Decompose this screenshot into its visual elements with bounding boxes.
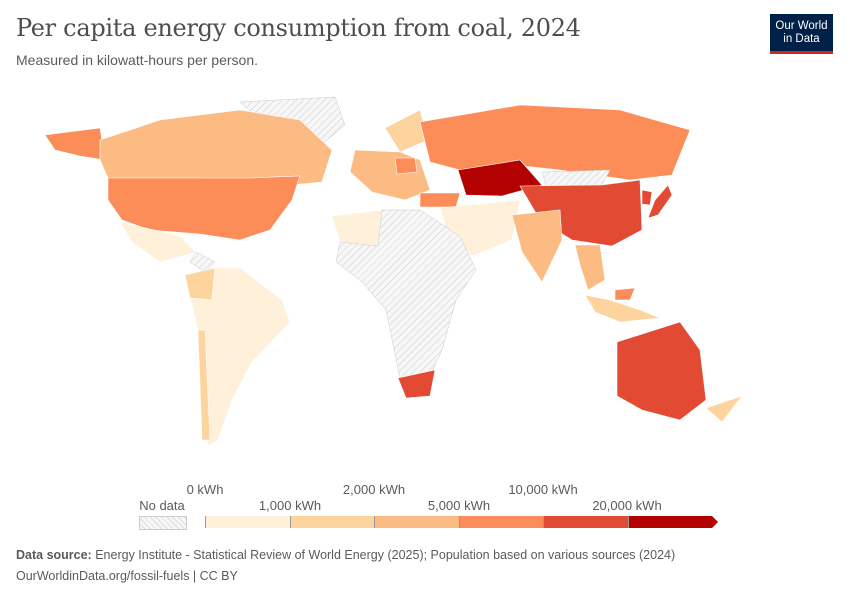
country-europe[interactable]: [349, 149, 431, 201]
legend-bin[interactable]: [205, 516, 290, 528]
legend-bin[interactable]: [289, 516, 374, 528]
legend-tick: 1,000 kWh: [258, 498, 322, 513]
world-map[interactable]: [0, 80, 850, 480]
country-new-zealand[interactable]: [705, 395, 743, 423]
footer-url[interactable]: OurWorldinData.org/fossil-fuels | CC BY: [16, 569, 238, 583]
country-africa[interactable]: [335, 209, 477, 379]
country-canada[interactable]: [99, 109, 333, 187]
country-south-america[interactable]: [189, 267, 291, 447]
country-south-africa[interactable]: [397, 369, 436, 399]
legend-bin[interactable]: [458, 516, 543, 528]
legend-tick: 5,000 kWh: [427, 498, 491, 513]
legend-tick: 10,000 kWh: [508, 482, 578, 497]
source-text: Energy Institute - Statistical Review of…: [95, 548, 676, 562]
country-alaska[interactable]: [44, 127, 106, 161]
country-scandinavia[interactable]: [384, 109, 429, 153]
legend-tick: 2,000 kWh: [342, 482, 406, 497]
country-usa[interactable]: [107, 175, 301, 241]
country-india[interactable]: [511, 209, 563, 283]
country-japan[interactable]: [647, 184, 673, 219]
country-russia[interactable]: [419, 104, 691, 181]
legend-no-data-label: No data: [139, 498, 185, 513]
legend-bin[interactable]: [543, 516, 628, 528]
country-colombia[interactable]: [184, 267, 216, 301]
source-label: Data source:: [16, 548, 92, 562]
chart-title: Per capita energy consumption from coal,…: [16, 14, 581, 42]
country-malaysia[interactable]: [614, 287, 636, 301]
country-mongolia[interactable]: [541, 169, 611, 187]
country-indonesia[interactable]: [584, 294, 661, 323]
country-mexico[interactable]: [119, 221, 197, 263]
legend-no-data-swatch[interactable]: [139, 516, 187, 530]
legend-bin[interactable]: [627, 516, 712, 528]
owid-logo[interactable]: Our World in Data: [770, 14, 833, 54]
footer-source: Data source: Energy Institute - Statisti…: [16, 548, 675, 562]
country-north-africa[interactable]: [331, 209, 383, 247]
country-southeast-asia[interactable]: [574, 244, 606, 291]
legend-tick: 0 kWh: [186, 482, 224, 497]
legend: No data 0 kWh 2,000 kWh 10,000 kWh 1,000…: [0, 480, 850, 530]
country-poland[interactable]: [394, 157, 418, 175]
country-chile[interactable]: [197, 329, 211, 441]
legend-bin[interactable]: [374, 516, 459, 528]
legend-tick: 20,000 kWh: [592, 498, 662, 513]
logo-text: in Data: [783, 32, 820, 45]
legend-arrow: [712, 516, 718, 528]
country-australia[interactable]: [616, 321, 707, 421]
logo-text: Our World: [775, 19, 828, 32]
country-korea[interactable]: [641, 189, 653, 206]
chart-subtitle: Measured in kilowatt-hours per person.: [16, 52, 259, 68]
country-turkey[interactable]: [419, 192, 461, 208]
